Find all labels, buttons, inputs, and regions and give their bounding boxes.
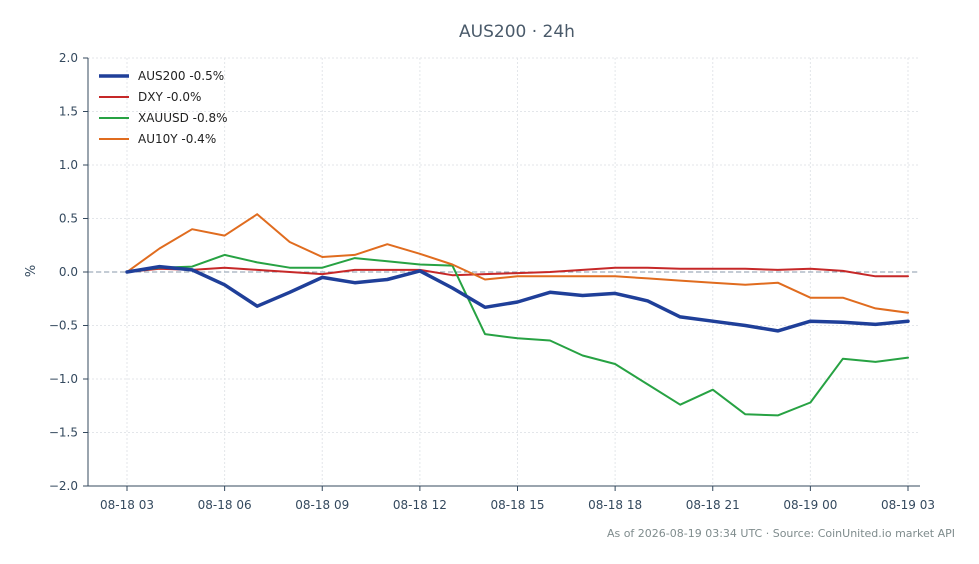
y-tick-label: −1.0: [49, 372, 78, 386]
legend-label: AU10Y -0.4%: [138, 132, 216, 146]
legend-label: XAUUSD -0.8%: [138, 111, 227, 125]
legend: AUS200 -0.5% DXY -0.0% XAUUSD -0.8% AU10Y -…: [99, 69, 227, 146]
chart-title: AUS200 · 24h: [459, 22, 575, 42]
x-tick-label: 08-18 18: [588, 498, 642, 512]
legend-label: DXY -0.0%: [138, 90, 201, 104]
series-line: [126, 213, 909, 314]
legend-label: AUS200 -0.5%: [138, 69, 224, 83]
series-line: [126, 266, 909, 278]
source-footnote: As of 2026-08-19 03:34 UTC · Source: Coi…: [607, 527, 955, 540]
x-tick-label: 08-18 03: [100, 498, 154, 512]
y-tick-label: 0.0: [59, 265, 78, 279]
y-tick-label: 2.0: [59, 51, 78, 65]
x-tick-label: 08-18 15: [491, 498, 545, 512]
y-tick-label: −0.5: [49, 319, 78, 333]
y-tick-label: 0.5: [59, 212, 78, 226]
x-tick-label: 08-18 12: [393, 498, 447, 512]
series-line: [125, 264, 910, 333]
x-tick-label: 08-18 09: [295, 498, 349, 512]
y-tick-label: 1.5: [59, 105, 78, 119]
axis-layer: 2.0 1.5 1.0 0.5 0.0 −0.5 −1.0 −1.5 −2.0 08-18 03 0…: [49, 51, 935, 512]
x-tick-label: 08-19 03: [881, 498, 935, 512]
x-tick-label: 08-18 06: [198, 498, 252, 512]
y-tick-label: −1.5: [49, 426, 78, 440]
x-tick-label: 08-19 00: [783, 498, 837, 512]
series-layer: [125, 213, 910, 417]
series-line: [126, 253, 909, 417]
y-tick-label: 1.0: [59, 158, 78, 172]
y-tick-label: −2.0: [49, 479, 78, 493]
y-axis-label: %: [24, 265, 39, 277]
x-tick-label: 08-18 21: [686, 498, 740, 512]
